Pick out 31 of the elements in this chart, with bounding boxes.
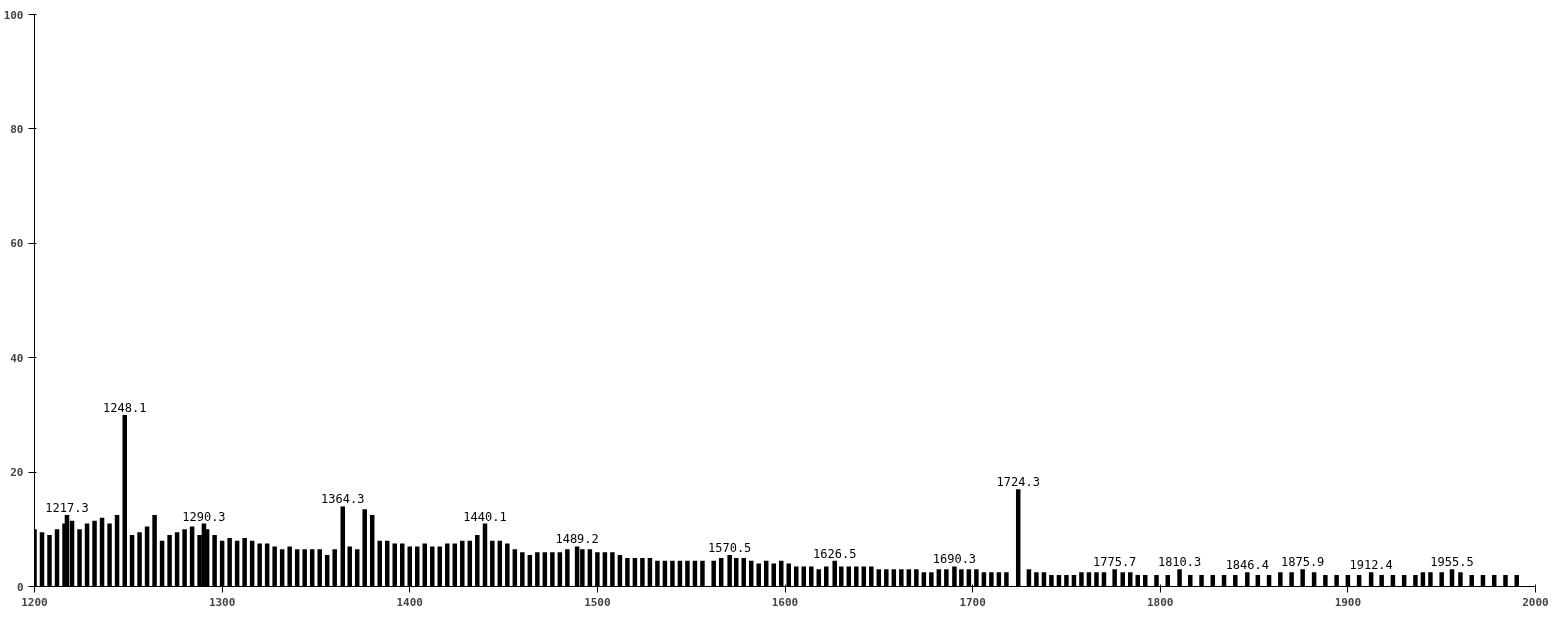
- annotation: 1626.5: [813, 546, 857, 561]
- y-tick-label: 20: [10, 466, 24, 480]
- y-tick-label: 40: [10, 351, 24, 365]
- annotation: 1489.2: [555, 532, 599, 547]
- annotation: 1810.3: [1157, 555, 1202, 570]
- y-tick-label: 60: [10, 237, 24, 251]
- y-tick-label: 100: [3, 8, 24, 22]
- annotation: 1912.4: [1349, 558, 1393, 573]
- annotation: 1875.9: [1280, 555, 1325, 570]
- annotation: 1846.4: [1225, 558, 1269, 573]
- annotation: 1724.3: [996, 475, 1040, 490]
- y-tick-label: 0: [16, 580, 24, 594]
- x-tick-label: 1600: [771, 595, 799, 609]
- x-tick-label: 1700: [959, 595, 986, 609]
- x-tick-label: 1800: [1147, 595, 1174, 609]
- x-tick-label: 2000: [1522, 595, 1549, 609]
- annotation: 1775.7: [1092, 555, 1137, 570]
- annotation: 1570.5: [707, 541, 752, 556]
- x-tick-label: 1900: [1334, 595, 1362, 609]
- annotation: 1290.3: [182, 509, 226, 524]
- annotation: 1440.1: [463, 509, 507, 524]
- y-tick-label: 80: [10, 122, 24, 136]
- x-tick-label: 1200: [21, 595, 48, 609]
- x-tick-label: 1500: [584, 595, 611, 609]
- annotation: 1690.3: [932, 552, 977, 567]
- x-tick-label: 1300: [208, 595, 236, 609]
- x-tick-label: 1400: [396, 595, 423, 609]
- annotation: 1248.1: [103, 400, 147, 415]
- annotation: 1955.5: [1430, 555, 1474, 570]
- annotation: 1217.3: [45, 501, 89, 515]
- annotation: 1364.3: [321, 492, 365, 507]
